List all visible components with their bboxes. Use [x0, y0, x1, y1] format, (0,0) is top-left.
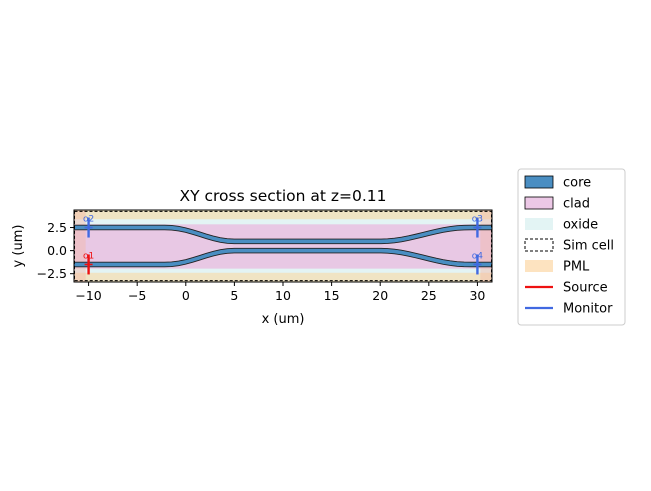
chart-title: XY cross section at z=0.11	[179, 187, 386, 205]
y-tick-label: −2.5	[37, 266, 67, 281]
y-ticks: −2.5 0.0 2.5	[37, 220, 74, 281]
legend-label-source: Source	[563, 281, 608, 296]
pml-left	[74, 210, 86, 282]
port-label-o1: o1	[83, 251, 94, 261]
geometry-layers	[73, 210, 493, 282]
legend-swatch-oxide	[525, 218, 553, 230]
x-tick-label: 15	[324, 288, 340, 303]
y-tick-label: 0.0	[47, 243, 67, 258]
plot-area: o1 o2 o3 o4 −10 −5 0 5 10 15 20 25 30 −2.5 0.0 2.5	[37, 209, 493, 303]
x-tick-label: 25	[421, 288, 437, 303]
x-tick-label: 30	[469, 288, 485, 303]
legend-label-pml: PML	[563, 260, 590, 275]
x-ticks: −10 −5 0 5 10 15 20 25 30	[75, 282, 485, 303]
pml-bottom	[74, 272, 492, 282]
pml-right	[480, 210, 492, 282]
ports: o1 o2 o3 o4	[83, 215, 483, 275]
x-tick-label: 10	[275, 288, 291, 303]
clad-region	[74, 224, 492, 269]
port-label-o2: o2	[83, 215, 94, 225]
port-label-o4: o4	[472, 251, 484, 261]
x-axis-label: x (um)	[262, 312, 305, 327]
x-tick-label: 5	[230, 288, 238, 303]
legend-label-sim-cell: Sim cell	[563, 239, 614, 254]
port-label-o3: o3	[472, 215, 483, 225]
x-tick-label: −5	[128, 288, 146, 303]
legend: core clad oxide Sim cell PML Source Monitor	[517, 168, 626, 326]
legend-label-oxide: oxide	[563, 218, 598, 233]
legend-label-monitor: Monitor	[563, 302, 613, 317]
legend-label-clad: clad	[563, 197, 590, 212]
y-tick-label: 2.5	[47, 220, 67, 235]
x-tick-label: 0	[182, 288, 190, 303]
legend-label-core: core	[563, 176, 591, 191]
pml-top	[74, 210, 492, 220]
y-axis-label: y (um)	[11, 225, 26, 268]
x-tick-label: −10	[75, 288, 101, 303]
legend-swatch-clad	[524, 196, 554, 210]
legend-swatch-core	[524, 175, 554, 189]
legend-swatch-pml	[525, 260, 553, 272]
x-tick-label: 20	[372, 288, 388, 303]
